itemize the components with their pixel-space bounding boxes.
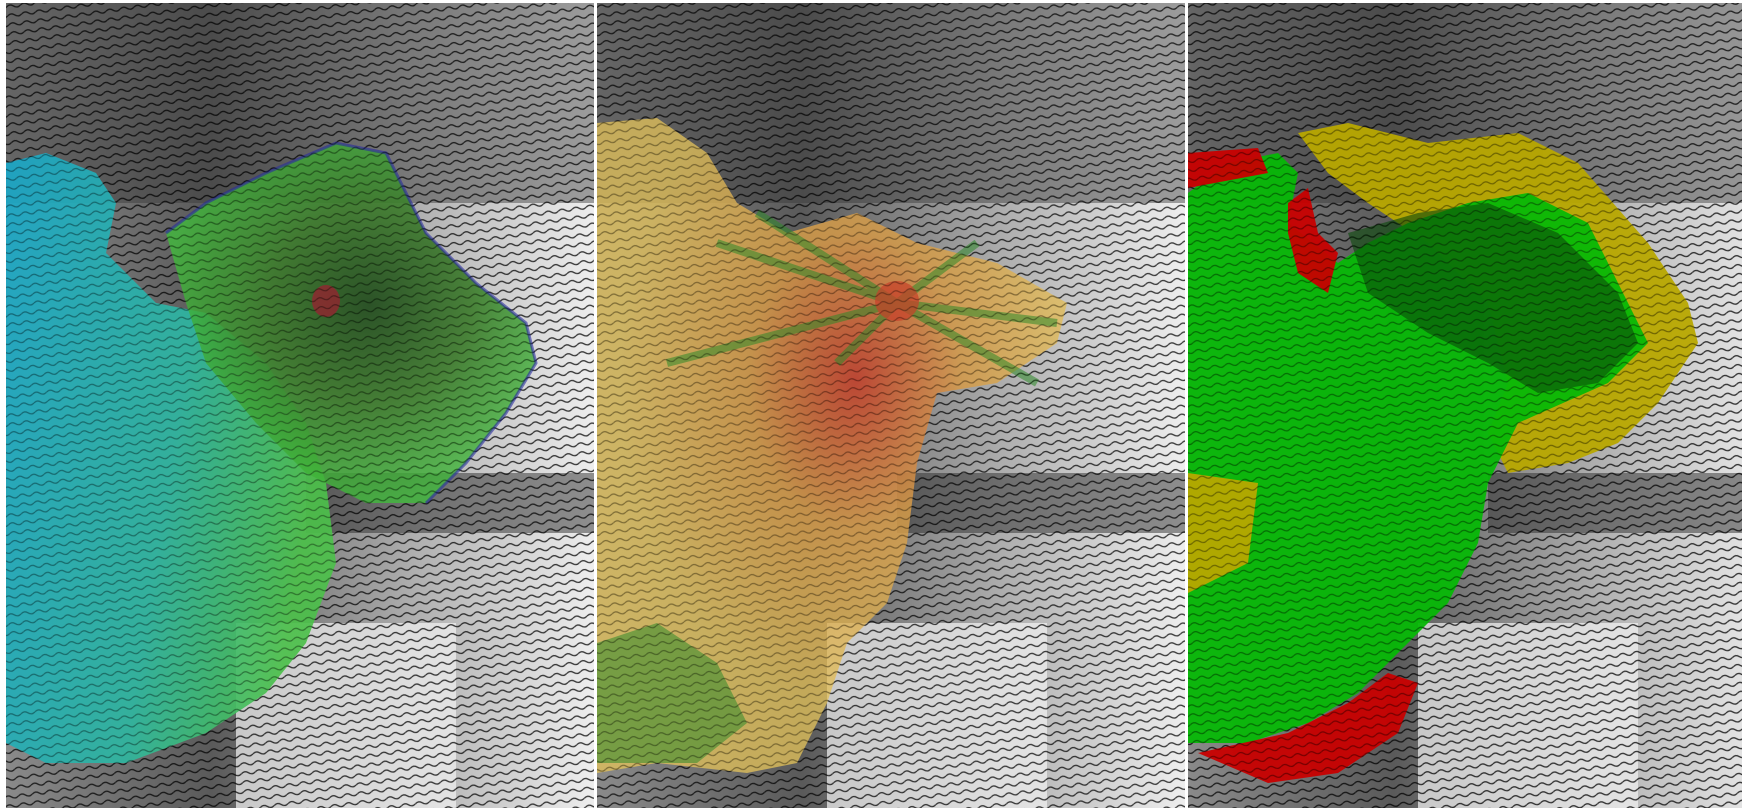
velocity-map-panel: [6, 3, 594, 808]
contour-overlay: [6, 3, 594, 808]
velocity-map: [6, 3, 594, 808]
classification-map-panel: [1188, 3, 1742, 808]
classification-map: [1188, 3, 1742, 808]
contour-overlay: [1188, 3, 1742, 808]
uncertainty-map-panel: [597, 3, 1185, 808]
uncertainty-map: [597, 3, 1185, 808]
contour-overlay: [597, 3, 1185, 808]
